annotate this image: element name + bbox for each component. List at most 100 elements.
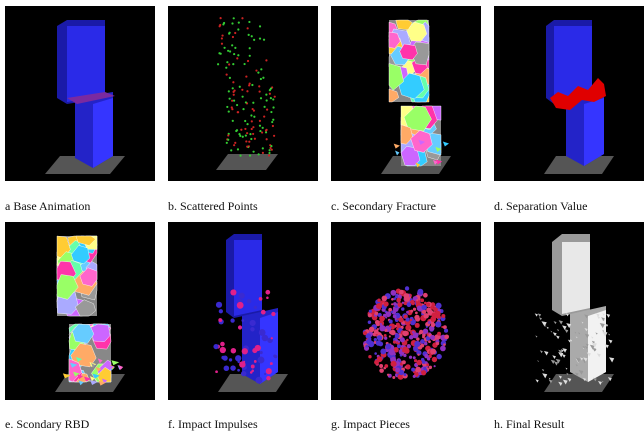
debris [550,331,552,333]
impulse [266,376,270,380]
scatter-point [228,32,230,34]
render [331,222,481,400]
impulse [215,370,218,373]
debris [609,357,614,362]
piece [377,356,383,362]
scatter-point [223,22,225,24]
scatter-point [234,32,236,34]
scatter-point [242,108,244,110]
scatter-point [251,128,253,130]
scatter-point [226,106,228,108]
piece [413,356,416,359]
impulse [261,310,266,315]
scatter-point [220,17,222,19]
scatter-point [266,109,268,111]
piece [422,336,425,339]
piece [409,329,411,331]
scatter-point [272,98,274,100]
scatter-point [229,50,231,52]
caption: a Base Animation [5,199,90,214]
scatter-point [263,106,265,108]
scatter-point [221,43,223,45]
column-top [67,26,105,102]
scatter-point [220,53,222,55]
piece [426,303,430,307]
scatter-point [232,120,234,122]
piece [375,312,379,316]
scatter-point [266,99,268,101]
scatter-point [262,127,264,129]
piece [415,311,418,314]
piece [427,357,430,360]
piece [377,298,381,302]
piece [365,345,368,348]
scatter-point [234,142,236,144]
impulse [254,360,257,363]
piece [376,340,381,345]
scatter-point [249,47,251,49]
scatter-point [259,120,261,122]
piece [443,325,447,329]
piece [403,354,406,357]
scatter-point [238,21,240,23]
debris [538,313,541,316]
piece [402,302,404,304]
piece [417,305,422,310]
impulse [250,320,256,326]
debris [562,354,566,358]
scatter-point [249,133,251,135]
impulse [237,369,240,372]
scatter-point [245,101,247,103]
piece [368,355,371,358]
piece [421,344,425,348]
piece [428,321,431,324]
scatter-point [219,24,221,26]
impulse [230,365,236,371]
scatter-point [217,63,219,65]
scatter-point [239,155,241,157]
scatter-point [233,17,235,19]
scatter-point [228,110,230,112]
piece [396,298,401,303]
scatter-point [245,140,247,142]
piece [398,302,400,304]
impulse [260,351,263,354]
scatter-point [274,96,276,98]
piece [423,293,428,298]
piece [414,359,417,362]
piece [406,318,410,322]
scatter-point [248,141,250,143]
piece [379,325,385,331]
debris [535,379,538,382]
scatter-point [231,108,233,110]
debris [606,314,610,318]
scatter-point [253,116,255,118]
debris [608,339,612,343]
impulse [220,347,226,353]
column-face [584,98,604,166]
scatter-point [252,151,254,153]
scatter-point [237,28,239,30]
caption: f. Impact Impulses [168,417,258,432]
shard [443,141,449,146]
scatter-point [250,114,252,116]
scatter-point [232,87,234,89]
render [331,6,481,181]
debris [549,378,551,380]
scatter-point [242,136,244,138]
scatter-point [237,148,239,150]
panel-f [168,222,318,400]
scatter-point [226,61,228,63]
scatter-point [258,85,260,87]
piece [395,305,398,308]
impulse [242,348,248,354]
piece [415,317,420,322]
piece [384,364,388,368]
scatter-point [273,135,275,137]
piece [363,331,367,335]
impulse [254,306,257,309]
piece [423,329,428,334]
impulse [229,358,232,361]
piece [417,354,419,356]
piece [410,319,412,321]
